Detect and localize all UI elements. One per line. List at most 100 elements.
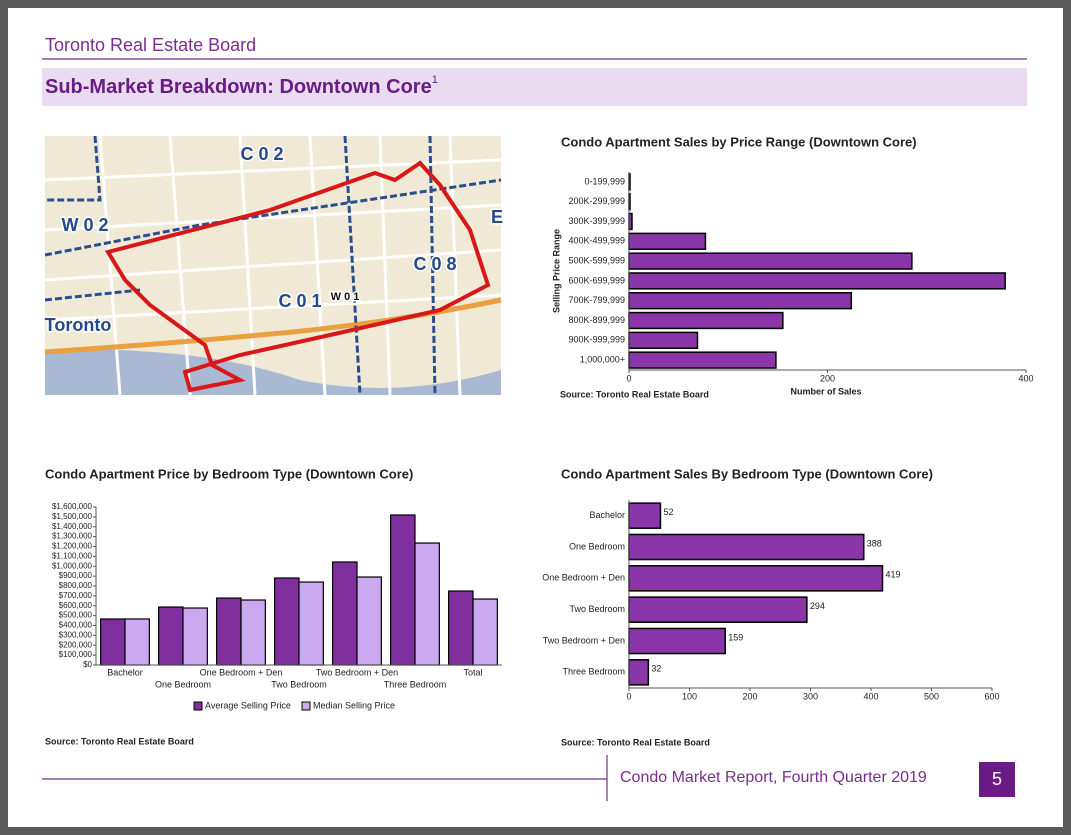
y-tick-label: $1,600,000 xyxy=(52,502,93,511)
bar xyxy=(158,606,184,666)
category-label: Two Bedroom xyxy=(569,604,625,614)
category-label: 900K-999,999 xyxy=(568,335,625,345)
bar xyxy=(274,577,300,666)
bar xyxy=(628,272,1006,290)
bar xyxy=(628,331,699,349)
bar xyxy=(332,561,358,666)
map-label: E xyxy=(491,207,503,227)
chart-title: Condo Apartment Sales by Price Range (Do… xyxy=(561,134,917,149)
y-tick-label: $500,000 xyxy=(59,611,93,620)
x-tick-label: One Bedroom + Den xyxy=(200,667,283,677)
bar xyxy=(390,514,416,666)
bar xyxy=(628,659,650,686)
x-tick-label: 600 xyxy=(984,691,999,701)
y-tick-label: $100,000 xyxy=(59,650,93,659)
map-label: C 0 1 xyxy=(278,291,321,311)
bar xyxy=(628,533,865,561)
category-label: One Bedroom + Den xyxy=(542,573,625,583)
x-tick-label: 200 xyxy=(820,373,835,383)
bar xyxy=(240,599,266,666)
bar xyxy=(628,596,808,623)
footnote-mark: 1 xyxy=(432,74,438,86)
y-tick-label: $600,000 xyxy=(59,601,93,610)
legend-swatch xyxy=(301,701,311,711)
y-tick-label: $1,100,000 xyxy=(52,551,93,560)
x-axis-label: Number of Sales xyxy=(790,386,861,396)
title-band xyxy=(42,68,1027,106)
y-tick-label: $1,000,000 xyxy=(52,561,93,570)
map xyxy=(44,135,502,396)
x-tick-label: 0 xyxy=(626,373,631,383)
y-tick-label: $800,000 xyxy=(59,581,93,590)
map-label: W 0 1 xyxy=(331,291,360,303)
paper xyxy=(8,8,1063,827)
x-tick-label: 200 xyxy=(742,691,757,701)
x-tick-label: Two Bedroom + Den xyxy=(316,667,398,677)
x-tick-label: Two Bedroom xyxy=(271,679,327,689)
bar xyxy=(448,590,474,666)
chart-source: Source: Toronto Real Estate Board xyxy=(560,389,709,399)
bar xyxy=(628,627,726,655)
legend-swatch xyxy=(193,701,203,711)
category-label: 1,000,000+ xyxy=(580,354,625,364)
x-tick-label: Total xyxy=(463,667,482,677)
bar xyxy=(628,252,913,270)
data-label: 294 xyxy=(810,601,825,611)
x-tick-label: 400 xyxy=(1018,373,1033,383)
data-label: 419 xyxy=(885,570,900,580)
y-tick-label: $1,500,000 xyxy=(52,512,93,521)
map-label: C 0 2 xyxy=(240,144,283,164)
section-title: Sub-Market Breakdown: Downtown Core1 xyxy=(45,74,438,98)
report-name: Condo Market Report, Fourth Quarter 2019 xyxy=(620,769,927,786)
bar xyxy=(472,598,498,666)
bar xyxy=(124,618,150,666)
category-label: 500K-599,999 xyxy=(568,255,625,265)
category-label: 0-199,999 xyxy=(584,176,625,186)
category-label: Two Bedroom + Den xyxy=(543,635,625,645)
category-label: 800K-899,999 xyxy=(568,315,625,325)
data-label: 32 xyxy=(651,664,661,674)
bar xyxy=(628,351,777,369)
bar xyxy=(628,232,707,250)
map-label: Toronto xyxy=(45,315,112,335)
y-tick-label: $400,000 xyxy=(59,621,93,630)
bar xyxy=(628,565,884,592)
category-label: One Bedroom xyxy=(569,541,625,551)
bar xyxy=(628,292,853,310)
bar xyxy=(628,311,784,330)
y-tick-label: $200,000 xyxy=(59,640,93,649)
map-label: C 0 8 xyxy=(413,254,456,274)
bar xyxy=(356,576,382,666)
lake xyxy=(45,349,501,395)
org-name: Toronto Real Estate Board xyxy=(45,35,256,55)
bar xyxy=(414,542,440,666)
y-tick-label: $700,000 xyxy=(59,591,93,600)
x-tick-label: 300 xyxy=(803,691,818,701)
category-label: 200K-299,999 xyxy=(568,196,625,206)
bar xyxy=(182,607,208,666)
bar xyxy=(298,581,324,666)
x-tick-label: 500 xyxy=(924,691,939,701)
y-tick-label: $1,400,000 xyxy=(52,522,93,531)
page-number: 5 xyxy=(992,769,1002,789)
bar xyxy=(100,618,126,666)
x-tick-label: 0 xyxy=(626,691,631,701)
data-label: 159 xyxy=(728,632,743,642)
chart-source: Source: Toronto Real Estate Board xyxy=(561,737,710,747)
bar xyxy=(628,502,662,529)
district-borders xyxy=(44,135,502,396)
y-tick-label: $0 xyxy=(83,660,92,669)
category-label: 700K-799,999 xyxy=(568,295,625,305)
x-tick-label: Three Bedroom xyxy=(384,679,447,689)
category-label: 300K-399,999 xyxy=(568,216,625,226)
y-axis-label: Selling Price Range xyxy=(551,229,561,313)
chart-title: Condo Apartment Price by Bedroom Type (D… xyxy=(45,466,413,481)
category-label: 400K-499,999 xyxy=(568,236,625,246)
data-label: 388 xyxy=(867,538,882,548)
downtown-boundary xyxy=(104,160,491,393)
legend-label: Average Selling Price xyxy=(205,700,291,710)
data-label: 52 xyxy=(663,507,673,517)
chart-title: Condo Apartment Sales By Bedroom Type (D… xyxy=(561,466,933,481)
category-label: Bachelor xyxy=(589,510,625,520)
